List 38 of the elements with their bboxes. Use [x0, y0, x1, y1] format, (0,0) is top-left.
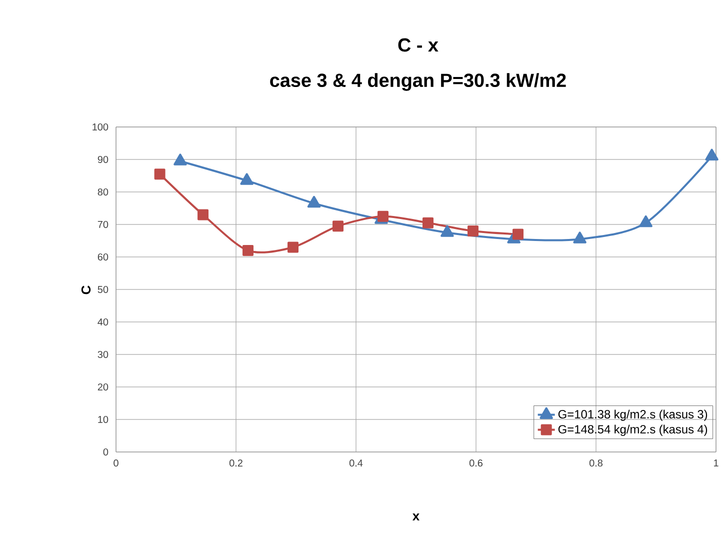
y-tick-label: 20	[98, 383, 108, 391]
y-tick-label: 90	[98, 156, 108, 164]
y-tick-label: 100	[92, 123, 108, 131]
point	[240, 173, 254, 185]
legend-label: G=148.54 kg/m2.s (kasus 4)	[558, 424, 708, 436]
y-tick-label: 10	[98, 416, 108, 424]
point	[198, 209, 209, 220]
y-tick-label: 40	[98, 318, 108, 326]
point	[468, 225, 479, 236]
y-tick-label: 80	[98, 188, 108, 196]
point	[288, 242, 299, 253]
point	[378, 210, 389, 222]
x-tick-label: 0.2	[229, 460, 242, 467]
chart-subtitle: case 3 & 4 dengan P=30.3 kW/m2	[270, 73, 566, 91]
point	[440, 225, 454, 237]
point	[174, 154, 187, 166]
point	[639, 215, 652, 228]
x-tick-label: 1	[714, 460, 718, 466]
point	[307, 196, 321, 208]
point	[573, 232, 586, 244]
y-tick-label: 60	[98, 253, 108, 261]
x-tick-label: 0.4	[349, 460, 363, 467]
y-tick-label: 70	[98, 220, 108, 228]
point	[242, 244, 254, 256]
point	[422, 217, 434, 228]
point	[332, 220, 344, 232]
x-tick-label: 0.6	[469, 460, 483, 467]
x-tick-label: 0	[114, 460, 118, 467]
legend-label: G=101.38 kg/m2.s (kasus 3)	[558, 410, 708, 421]
y-axis-title: C	[81, 286, 91, 294]
point	[705, 148, 718, 160]
x-axis-title: x	[412, 514, 420, 520]
x-tick-label: 0.8	[589, 460, 603, 467]
point	[512, 228, 524, 240]
y-tick-label: 0	[103, 448, 108, 456]
y-tick-label: 50	[98, 286, 108, 294]
chart-title: C - x	[398, 38, 438, 52]
y-tick-label: 30	[98, 350, 108, 358]
